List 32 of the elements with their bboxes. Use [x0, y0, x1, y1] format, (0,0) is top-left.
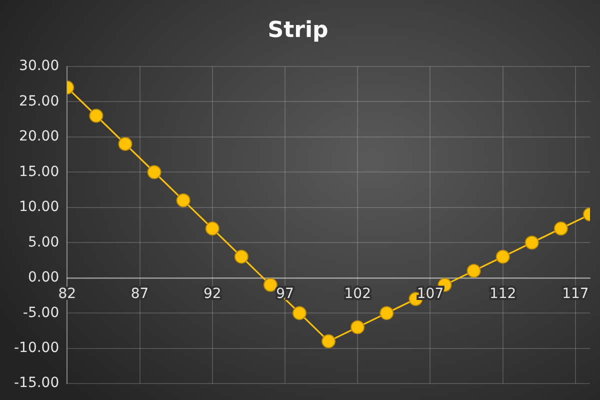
y-tick-label: -15.00	[14, 375, 60, 392]
point	[89, 108, 104, 123]
x-tick-label: 87	[130, 286, 149, 302]
x-tick-label: 92	[203, 286, 222, 302]
y-tick-label: 25.00	[19, 93, 60, 110]
y-tick-label: -5.00	[22, 304, 60, 321]
point	[176, 193, 190, 208]
y-tick-label: 0.00	[28, 270, 60, 286]
point	[118, 136, 132, 151]
x-tick-label: 102	[344, 286, 371, 302]
point	[524, 236, 539, 250]
y-tick-label: 5.00	[28, 234, 60, 250]
y-tick-label: 10.00	[19, 199, 60, 216]
y-tick-label: 15.00	[19, 164, 60, 180]
point	[322, 334, 336, 348]
point	[496, 250, 510, 264]
point	[205, 222, 220, 236]
point	[466, 264, 481, 278]
point	[554, 222, 568, 236]
chart-title: Strip	[268, 18, 328, 43]
point	[147, 165, 162, 180]
point	[234, 250, 248, 264]
x-tick-label: 82	[58, 286, 76, 302]
y-tick-label: -10.00	[14, 340, 60, 356]
point	[263, 278, 278, 292]
x-tick-label: 117	[562, 286, 589, 302]
point	[292, 306, 307, 320]
point	[380, 306, 394, 320]
point	[350, 320, 365, 334]
y-tick-label: 30.00	[19, 58, 60, 74]
y-tick-label: 20.00	[19, 128, 60, 145]
x-tick-label: 112	[489, 286, 516, 302]
